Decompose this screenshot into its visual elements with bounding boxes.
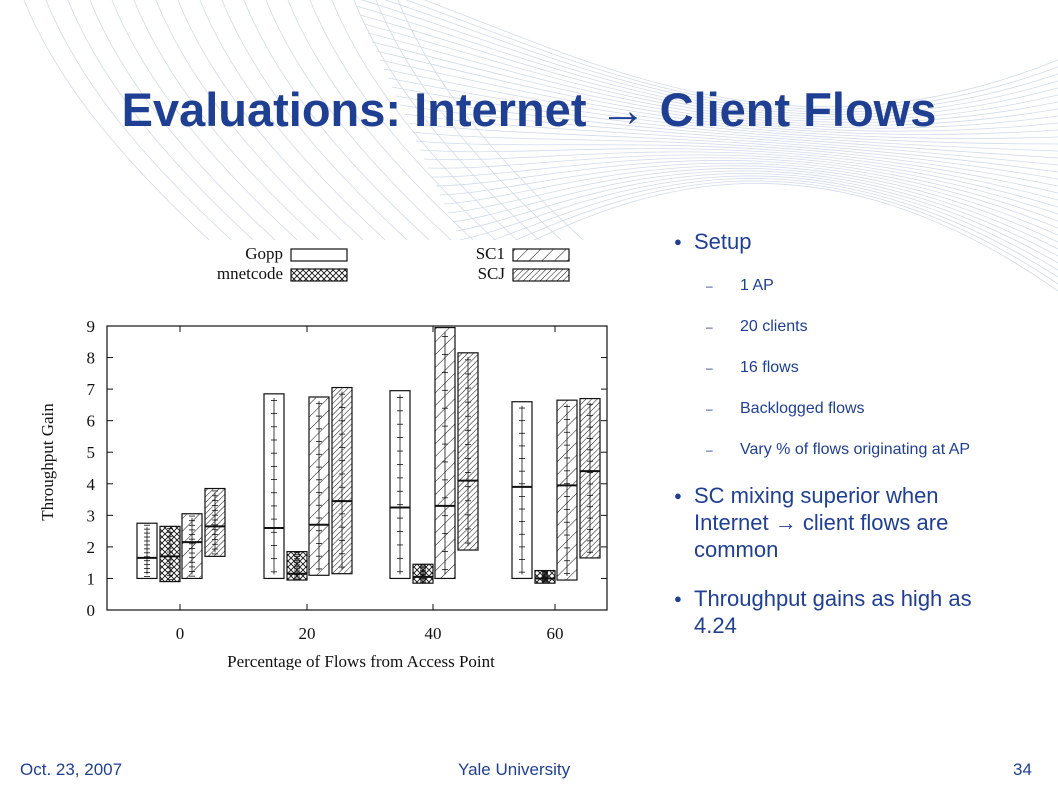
- sub-bullet-text: Backlogged flows: [740, 400, 865, 417]
- box-gopp-40: [389, 390, 411, 580]
- legend-swatch: [512, 268, 570, 282]
- y-tick-label: 4: [87, 475, 96, 494]
- legend-label: SCJ: [478, 264, 506, 283]
- x-tick-label: 40: [425, 624, 442, 643]
- y-tick-label: 8: [87, 349, 96, 368]
- box-sc1-60: [556, 399, 578, 581]
- sub-bullet-item: – 20 clients: [660, 317, 1000, 337]
- legend-label: mnetcode: [217, 264, 283, 283]
- box-mnetcode-60: [534, 569, 556, 584]
- x-tick-label: 60: [547, 624, 564, 643]
- legend-swatch: [290, 268, 348, 282]
- y-tick-label: 1: [87, 569, 96, 588]
- bullet-list: ● Setup – 1 AP – 20 clients – 16 flows – Backlogg…: [660, 228, 1000, 639]
- bullet-text: Setup: [694, 229, 752, 254]
- y-tick-label: 6: [87, 412, 96, 431]
- dash-icon: –: [706, 402, 713, 416]
- dash-icon: –: [706, 361, 713, 375]
- box-gopp-20: [263, 393, 285, 580]
- box-sc1-20: [308, 396, 330, 576]
- y-tick-label: 2: [87, 538, 96, 557]
- box-mnetcode-0: [159, 525, 181, 583]
- bullet-item: ● Throughput gains as high as 4.24: [660, 585, 1000, 639]
- sub-bullet-item: – 1 AP: [660, 276, 1000, 296]
- y-tick-label: 7: [87, 380, 96, 399]
- box-sc1-0: [181, 513, 203, 580]
- box-scj-0: [204, 487, 226, 557]
- bullet-item: ● SC mixing superior when Internet → clie…: [660, 482, 1000, 563]
- sub-bullet-item: – Backlogged flows: [660, 399, 1000, 419]
- legend-swatch: [512, 248, 570, 262]
- x-tick-label: 20: [299, 624, 316, 643]
- y-tick-label: 5: [87, 443, 96, 462]
- box-mnetcode-40: [412, 563, 434, 584]
- box-mnetcode-20: [286, 551, 308, 581]
- dash-icon: –: [706, 443, 713, 457]
- y-axis-label: Throughput Gain: [38, 403, 57, 521]
- x-tick-label: 0: [176, 624, 185, 643]
- bullet-text: Throughput gains as high as 4.24: [694, 586, 972, 638]
- box-scj-40: [457, 352, 479, 551]
- box-gopp-60: [511, 401, 533, 580]
- bullet-dot-icon: ●: [674, 591, 682, 606]
- bullet-item: ● Setup: [660, 228, 1000, 255]
- footer-institution: Yale University: [458, 760, 571, 779]
- sub-bullet-text: 16 flows: [740, 359, 799, 376]
- bullet-dot-icon: ●: [674, 234, 682, 249]
- sub-bullet-item: – 16 flows: [660, 358, 1000, 378]
- footer-page-number: 34: [1013, 760, 1032, 779]
- slide-title: Evaluations: Internet → Client Flows: [121, 83, 937, 136]
- y-tick-label: 0: [87, 601, 96, 620]
- dash-icon: –: [706, 279, 713, 293]
- bullet-dot-icon: ●: [674, 488, 682, 503]
- footer-date: Oct. 23, 2007: [20, 760, 123, 779]
- y-tick-label: 9: [87, 317, 96, 336]
- box-gopp-0: [136, 522, 158, 580]
- plot-frame: [106, 325, 608, 611]
- box-scj-20: [331, 386, 353, 575]
- bullet-text: SC mixing superior when Internet → clien…: [694, 483, 949, 562]
- dash-icon: –: [706, 320, 713, 334]
- box-sc1-40: [434, 326, 456, 580]
- sub-bullet-text: 1 AP: [740, 277, 774, 294]
- y-tick-label: 3: [87, 506, 96, 525]
- legend-swatch: [290, 248, 348, 262]
- sub-bullet-item: – Vary % of flows originating at AP: [660, 440, 1000, 460]
- legend-label: SC1: [476, 244, 505, 263]
- x-axis-label: Percentage of Flows from Access Point: [227, 652, 495, 670]
- sub-bullet-text: 20 clients: [740, 318, 808, 335]
- legend-label: Gopp: [245, 244, 283, 263]
- sub-bullet-text: Vary % of flows originating at AP: [740, 441, 971, 458]
- box-scj-60: [579, 397, 601, 559]
